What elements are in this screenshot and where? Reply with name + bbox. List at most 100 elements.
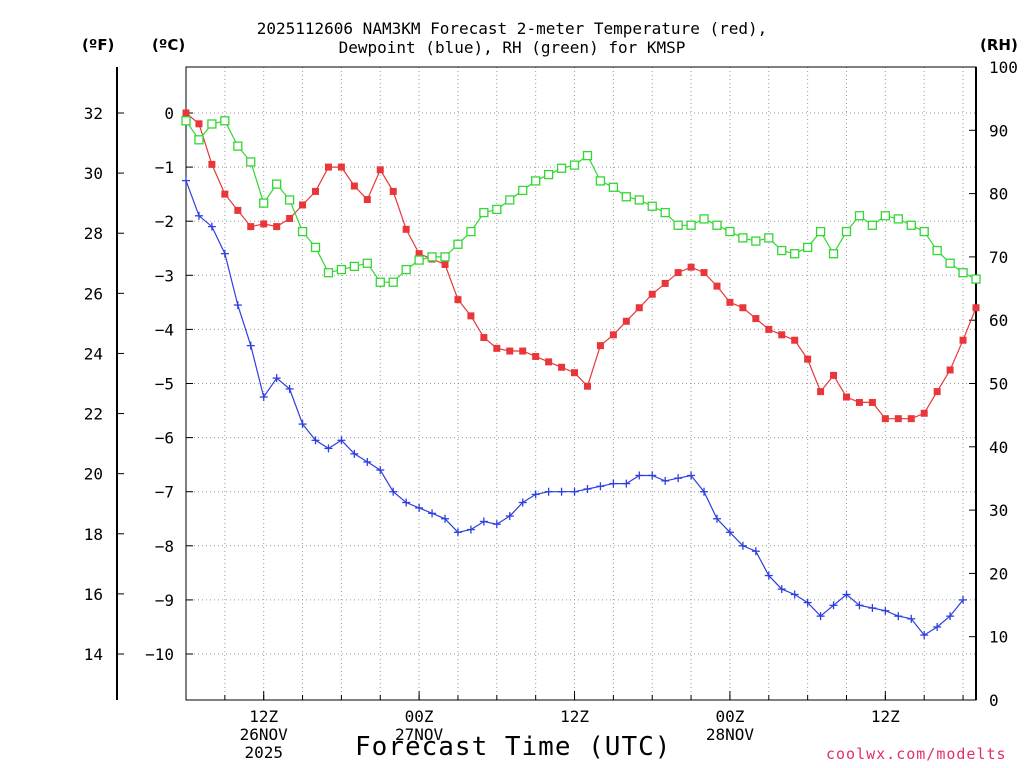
- data-point: [402, 225, 410, 233]
- data-point: [634, 195, 644, 205]
- data-point: [674, 474, 683, 483]
- data-point: [260, 220, 268, 228]
- celsius-tick-label: −10: [145, 645, 174, 664]
- x-tick-label: 12Z: [871, 707, 900, 726]
- data-point: [854, 211, 865, 221]
- rh-tick-label: 10: [989, 628, 1008, 647]
- data-point: [661, 476, 670, 485]
- data-point: [609, 479, 618, 488]
- data-point: [622, 317, 630, 325]
- rh-tick-label: 90: [989, 121, 1008, 140]
- data-point: [480, 334, 488, 342]
- data-point: [479, 517, 488, 526]
- data-point: [971, 274, 981, 284]
- data-point: [518, 498, 527, 507]
- data-point: [207, 222, 216, 231]
- data-point: [246, 157, 256, 167]
- data-point: [531, 176, 541, 186]
- celsius-tick-label: −1: [155, 158, 174, 177]
- data-point: [376, 466, 385, 475]
- x-tick-label: 12Z: [560, 707, 589, 726]
- data-point: [751, 236, 761, 246]
- data-point: [804, 355, 812, 363]
- data-point: [673, 220, 683, 230]
- data-point: [414, 255, 424, 265]
- data-point: [571, 369, 579, 377]
- data-point: [569, 160, 580, 170]
- data-point: [842, 590, 851, 599]
- data-point: [453, 239, 463, 249]
- data-point: [686, 220, 696, 230]
- data-point: [817, 388, 825, 396]
- data-point: [777, 585, 786, 594]
- data-point: [868, 604, 877, 613]
- data-point: [933, 622, 942, 631]
- rh-unit-label: (RH): [980, 36, 1018, 54]
- fahrenheit-tick-label: 16: [84, 585, 103, 604]
- celsius-tick-label: 0: [164, 104, 174, 123]
- data-point: [337, 436, 346, 445]
- data-point: [297, 226, 308, 237]
- data-point: [519, 347, 527, 355]
- data-point: [363, 196, 371, 204]
- data-point: [906, 220, 916, 230]
- data-point: [570, 487, 579, 496]
- data-point: [920, 409, 928, 417]
- data-point: [751, 547, 760, 556]
- data-point: [221, 190, 229, 198]
- fahrenheit-tick-label: 22: [84, 405, 103, 424]
- rh-tick-label: 40: [989, 438, 1008, 457]
- data-point: [466, 525, 475, 534]
- fahrenheit-tick-label: 32: [84, 104, 103, 123]
- data-point: [557, 487, 566, 496]
- data-point: [389, 487, 398, 496]
- data-point: [712, 514, 721, 523]
- data-point: [402, 498, 411, 507]
- data-point: [972, 304, 980, 312]
- data-point: [648, 290, 656, 298]
- data-point: [907, 614, 916, 623]
- chart-title-line-2: Dewpoint (blue), RH (green) for KMSP: [338, 38, 686, 57]
- data-point: [583, 485, 592, 493]
- data-point: [285, 384, 294, 393]
- x-tick-label: 27NOV: [395, 725, 444, 744]
- data-point: [725, 226, 735, 237]
- data-point: [841, 226, 852, 237]
- data-point: [336, 264, 347, 275]
- data-point: [415, 503, 424, 512]
- x-tick-label: 28NOV: [706, 725, 755, 744]
- data-point: [194, 211, 203, 220]
- data-point: [299, 201, 307, 209]
- data-point: [493, 344, 501, 352]
- data-point: [556, 163, 567, 173]
- series-line: [185, 112, 977, 420]
- rh-tick-label: 80: [989, 185, 1008, 204]
- data-point: [660, 207, 670, 218]
- x-tick-label: 00Z: [405, 707, 434, 726]
- data-point: [881, 415, 889, 423]
- data-point: [596, 482, 605, 491]
- data-point: [687, 263, 695, 271]
- axes: [116, 66, 977, 701]
- data-point: [596, 342, 604, 350]
- celsius-tick-label: −6: [155, 429, 174, 448]
- data-point: [286, 214, 294, 222]
- data-point: [350, 449, 359, 458]
- fahrenheit-tick-label: 24: [84, 344, 103, 363]
- data-point: [765, 325, 773, 333]
- data-point: [635, 304, 643, 312]
- data-point: [959, 595, 968, 604]
- data-series: [181, 109, 981, 640]
- data-point: [842, 393, 850, 401]
- data-point: [310, 242, 321, 253]
- rh-tick-label: 0: [989, 691, 999, 710]
- data-point: [790, 590, 799, 599]
- data-point: [674, 269, 682, 277]
- data-point: [441, 260, 449, 268]
- data-point: [880, 211, 890, 221]
- data-point: [830, 371, 838, 379]
- data-point: [220, 249, 229, 258]
- data-point: [376, 166, 384, 174]
- data-point: [363, 457, 372, 466]
- rh-tick-label: 30: [989, 501, 1008, 520]
